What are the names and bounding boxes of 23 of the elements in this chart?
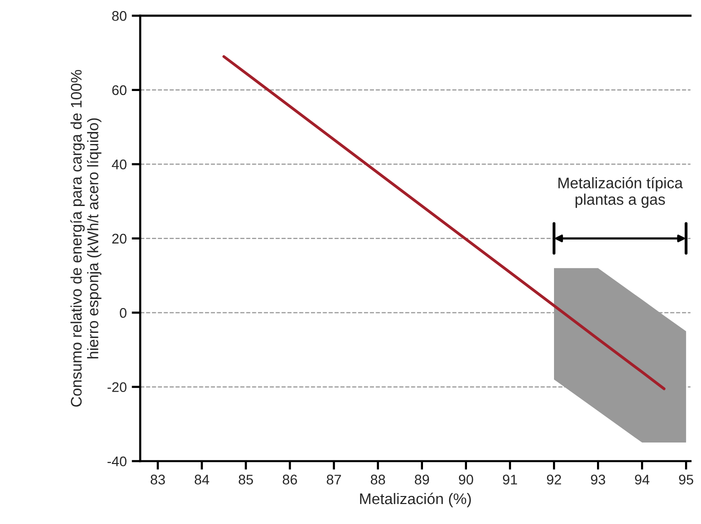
y-tick-label: 60 xyxy=(112,85,126,96)
x-tick-label: 84 xyxy=(194,474,210,485)
x-tick-label: 85 xyxy=(238,474,253,485)
x-tick-label: 89 xyxy=(414,474,430,485)
x-tick-label: 95 xyxy=(679,474,694,485)
x-tick-label: 83 xyxy=(150,474,165,485)
y-axis-title: Consumo relativo de energía para carga de 100% hierro esponja (kWh/t acero líquido) xyxy=(70,70,102,407)
x-tick-label: 86 xyxy=(282,474,297,485)
y-tick-label: 0 xyxy=(120,308,126,318)
x-axis-title: Metalización (%) xyxy=(360,492,471,508)
x-tick-label: 88 xyxy=(370,474,386,485)
x-tick-label: 93 xyxy=(590,474,606,485)
x-tick-label: 92 xyxy=(546,474,562,485)
x-tick-label: 87 xyxy=(326,474,341,485)
y-tick-label: 40 xyxy=(112,160,126,170)
x-tick-label: 90 xyxy=(458,474,474,485)
y-tick-label: 80 xyxy=(112,11,126,21)
annotation: Metalización típica plantas a gas xyxy=(558,176,683,208)
y-tick-label: -40 xyxy=(108,456,126,466)
y-tick-label: 20 xyxy=(112,234,126,244)
x-tick-label: 94 xyxy=(634,474,650,485)
x-tick-label: 91 xyxy=(502,474,518,485)
y-tick-label: -20 xyxy=(108,382,126,392)
